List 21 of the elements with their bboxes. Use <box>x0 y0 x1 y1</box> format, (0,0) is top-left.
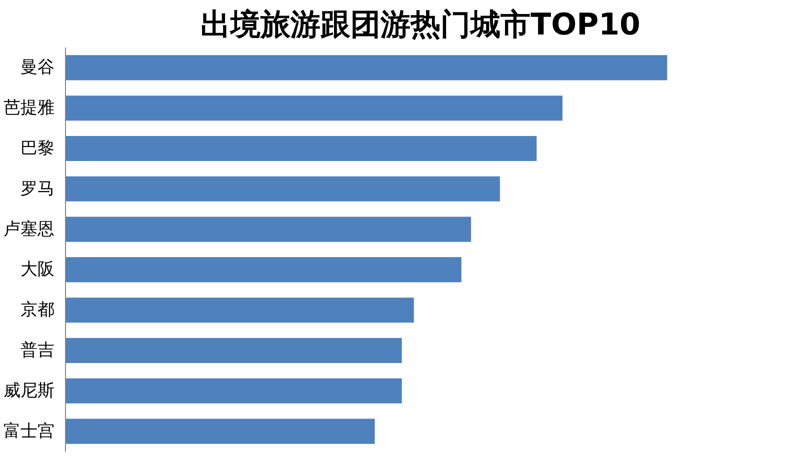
bar <box>66 338 402 364</box>
bar <box>66 96 562 121</box>
y-tick-label: 巴黎 <box>20 138 54 158</box>
y-tick-label: 曼谷 <box>20 58 54 78</box>
y-tick-label: 富士宫 <box>4 421 54 442</box>
bar <box>66 176 500 202</box>
y-tick-label: 威尼斯 <box>4 380 54 401</box>
bar <box>66 136 537 162</box>
y-tick-label: 大阪 <box>20 260 54 280</box>
y-tick-label: 芭提雅 <box>4 98 54 118</box>
bar <box>66 418 375 444</box>
bar <box>66 55 668 80</box>
chart-title: 出境旅游跟团游热门城市TOP10 <box>200 8 640 42</box>
bar <box>66 378 402 404</box>
y-tick-label: 京都 <box>20 300 54 320</box>
bar <box>66 257 462 282</box>
y-tick-label: 卢塞恩 <box>4 219 54 240</box>
bar <box>66 216 472 242</box>
bar <box>66 298 414 323</box>
y-tick-label: 普吉 <box>20 340 54 360</box>
y-tick-label: 罗马 <box>20 178 54 199</box>
